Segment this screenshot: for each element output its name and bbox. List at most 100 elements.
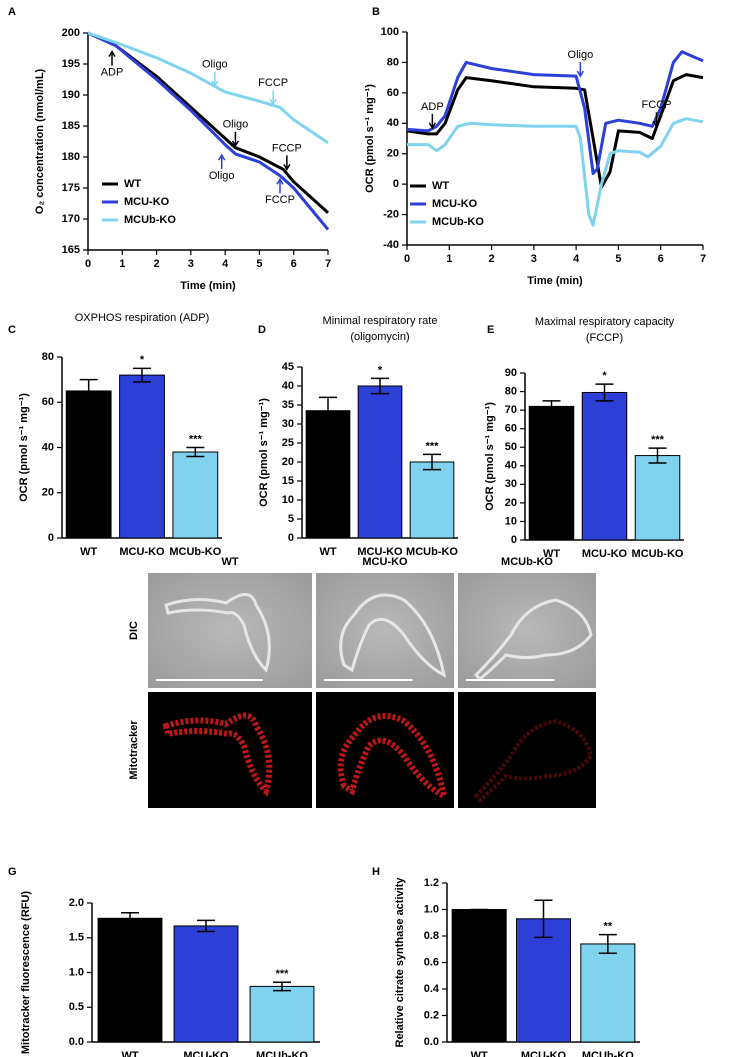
x-tick-label: 5 — [256, 258, 262, 270]
y-tick-label: 195 — [62, 58, 80, 70]
x-tick-label: 2 — [154, 258, 160, 270]
y-tick-label: 20 — [387, 148, 399, 160]
y-tick-label: 20 — [282, 456, 294, 468]
y-tick-label: 70 — [505, 404, 517, 416]
bar — [172, 451, 219, 539]
x-tick-label: 0 — [404, 253, 410, 265]
x-tick-label: MCUb-KO — [632, 548, 684, 560]
significance-label: * — [602, 370, 607, 382]
y-tick-label: 0.2 — [424, 1009, 439, 1021]
bar — [528, 405, 575, 541]
significance-label: * — [378, 364, 383, 376]
legend-label: MCUb-KO — [124, 214, 176, 226]
annotation-arrowhead — [283, 164, 291, 171]
y-tick-label: 1.0 — [424, 903, 439, 915]
column-label: WT — [221, 556, 238, 568]
bar — [451, 909, 507, 1043]
error-bar — [186, 446, 205, 458]
error-bar — [598, 933, 617, 954]
x-tick-label: WT — [319, 546, 336, 558]
annotation-label: FCCP — [642, 99, 672, 111]
y-tick-label: 0.0 — [69, 1036, 84, 1048]
y-tick-label: 5 — [288, 513, 294, 525]
y-tick-label: 1.5 — [69, 932, 84, 944]
significance-label: *** — [189, 433, 203, 445]
annotation-arrowhead — [211, 80, 219, 88]
panel-letter: B — [372, 6, 380, 18]
y-tick-label: 80 — [42, 351, 54, 363]
bar — [581, 391, 628, 541]
bar — [97, 917, 163, 1043]
annotation-label: FCCP — [272, 142, 302, 154]
series-line — [87, 31, 330, 231]
significance-label: *** — [426, 440, 440, 452]
annotation-label: FCCP — [258, 77, 288, 89]
bar — [65, 390, 112, 539]
error-bar — [121, 911, 139, 925]
column-label: MCUb-KO — [501, 556, 553, 568]
legend-label: MCUb-KO — [432, 216, 484, 228]
y-tick-label: 40 — [387, 117, 399, 129]
error-bar — [133, 367, 151, 383]
panel-letter: A — [8, 6, 16, 18]
annotation-label: ADP — [421, 101, 444, 113]
y-axis-label: OCR (pmol s⁻¹ mg⁻¹) — [18, 393, 30, 502]
bar — [173, 925, 239, 1043]
significance-label: *** — [276, 968, 290, 980]
error-bar — [534, 899, 553, 939]
panel-letter: E — [487, 324, 494, 336]
y-tick-label: 0.0 — [424, 1036, 439, 1048]
y-tick-label: 90 — [505, 367, 517, 379]
y-tick-label: 185 — [62, 120, 80, 132]
x-tick-label: 3 — [188, 258, 194, 270]
error-bar — [648, 447, 667, 464]
y-tick-label: 40 — [282, 380, 294, 392]
y-tick-label: 2.0 — [69, 897, 84, 909]
bar — [580, 943, 636, 1043]
x-tick-label: 6 — [291, 258, 297, 270]
bar — [515, 918, 572, 1043]
chart-title: OXPHOS respiration (ADP) — [75, 312, 209, 324]
y-tick-label: 100 — [381, 26, 399, 38]
x-tick-label: MCU-KO — [521, 1050, 567, 1057]
y-tick-label: 15 — [282, 475, 294, 487]
y-tick-label: 0 — [288, 532, 294, 544]
y-tick-label: 25 — [282, 437, 294, 449]
error-bar — [79, 378, 98, 403]
x-tick-label: 7 — [325, 258, 331, 270]
error-bar — [197, 919, 215, 933]
y-tick-label: 20 — [42, 487, 54, 499]
legend-label: MCU-KO — [432, 198, 478, 210]
annotation-arrowhead — [276, 177, 284, 185]
mitotracker-image — [458, 692, 596, 808]
bar — [357, 385, 403, 539]
y-tick-label: 0.6 — [424, 956, 439, 968]
row-label: Mitotracker — [128, 720, 140, 780]
y-tick-label: -40 — [383, 239, 399, 251]
series-line — [406, 50, 704, 175]
bar — [249, 985, 315, 1043]
annotation-arrowhead — [231, 140, 240, 148]
annotation-arrowhead — [218, 153, 226, 161]
series-line — [406, 73, 704, 189]
annotation-label: Oligo — [568, 49, 594, 61]
panel-letter: G — [8, 866, 17, 878]
x-tick-label: MCU-KO — [119, 546, 165, 558]
x-tick-label: MCU-KO — [357, 546, 403, 558]
dic-cell — [339, 593, 447, 678]
x-tick-label: MCUb-KO — [582, 1050, 634, 1057]
chart-title: Maximal respiratory capacity — [535, 316, 675, 328]
y-tick-label: 10 — [282, 494, 294, 506]
y-axis-label: OCR (pmol s⁻¹ mg⁻¹) — [364, 84, 376, 193]
x-tick-label: WT — [543, 548, 560, 560]
panel-letter: H — [372, 866, 380, 878]
mitotracker-image — [148, 692, 312, 808]
x-tick-label: MCU-KO — [183, 1050, 229, 1057]
chart-title: (FCCP) — [586, 332, 623, 344]
significance-label: *** — [651, 434, 665, 446]
bar — [409, 461, 455, 539]
x-tick-label: MCU-KO — [582, 548, 628, 560]
y-axis-label: Mitotracker fluorescence (RFU) — [20, 891, 32, 1055]
error-bar — [542, 400, 561, 413]
